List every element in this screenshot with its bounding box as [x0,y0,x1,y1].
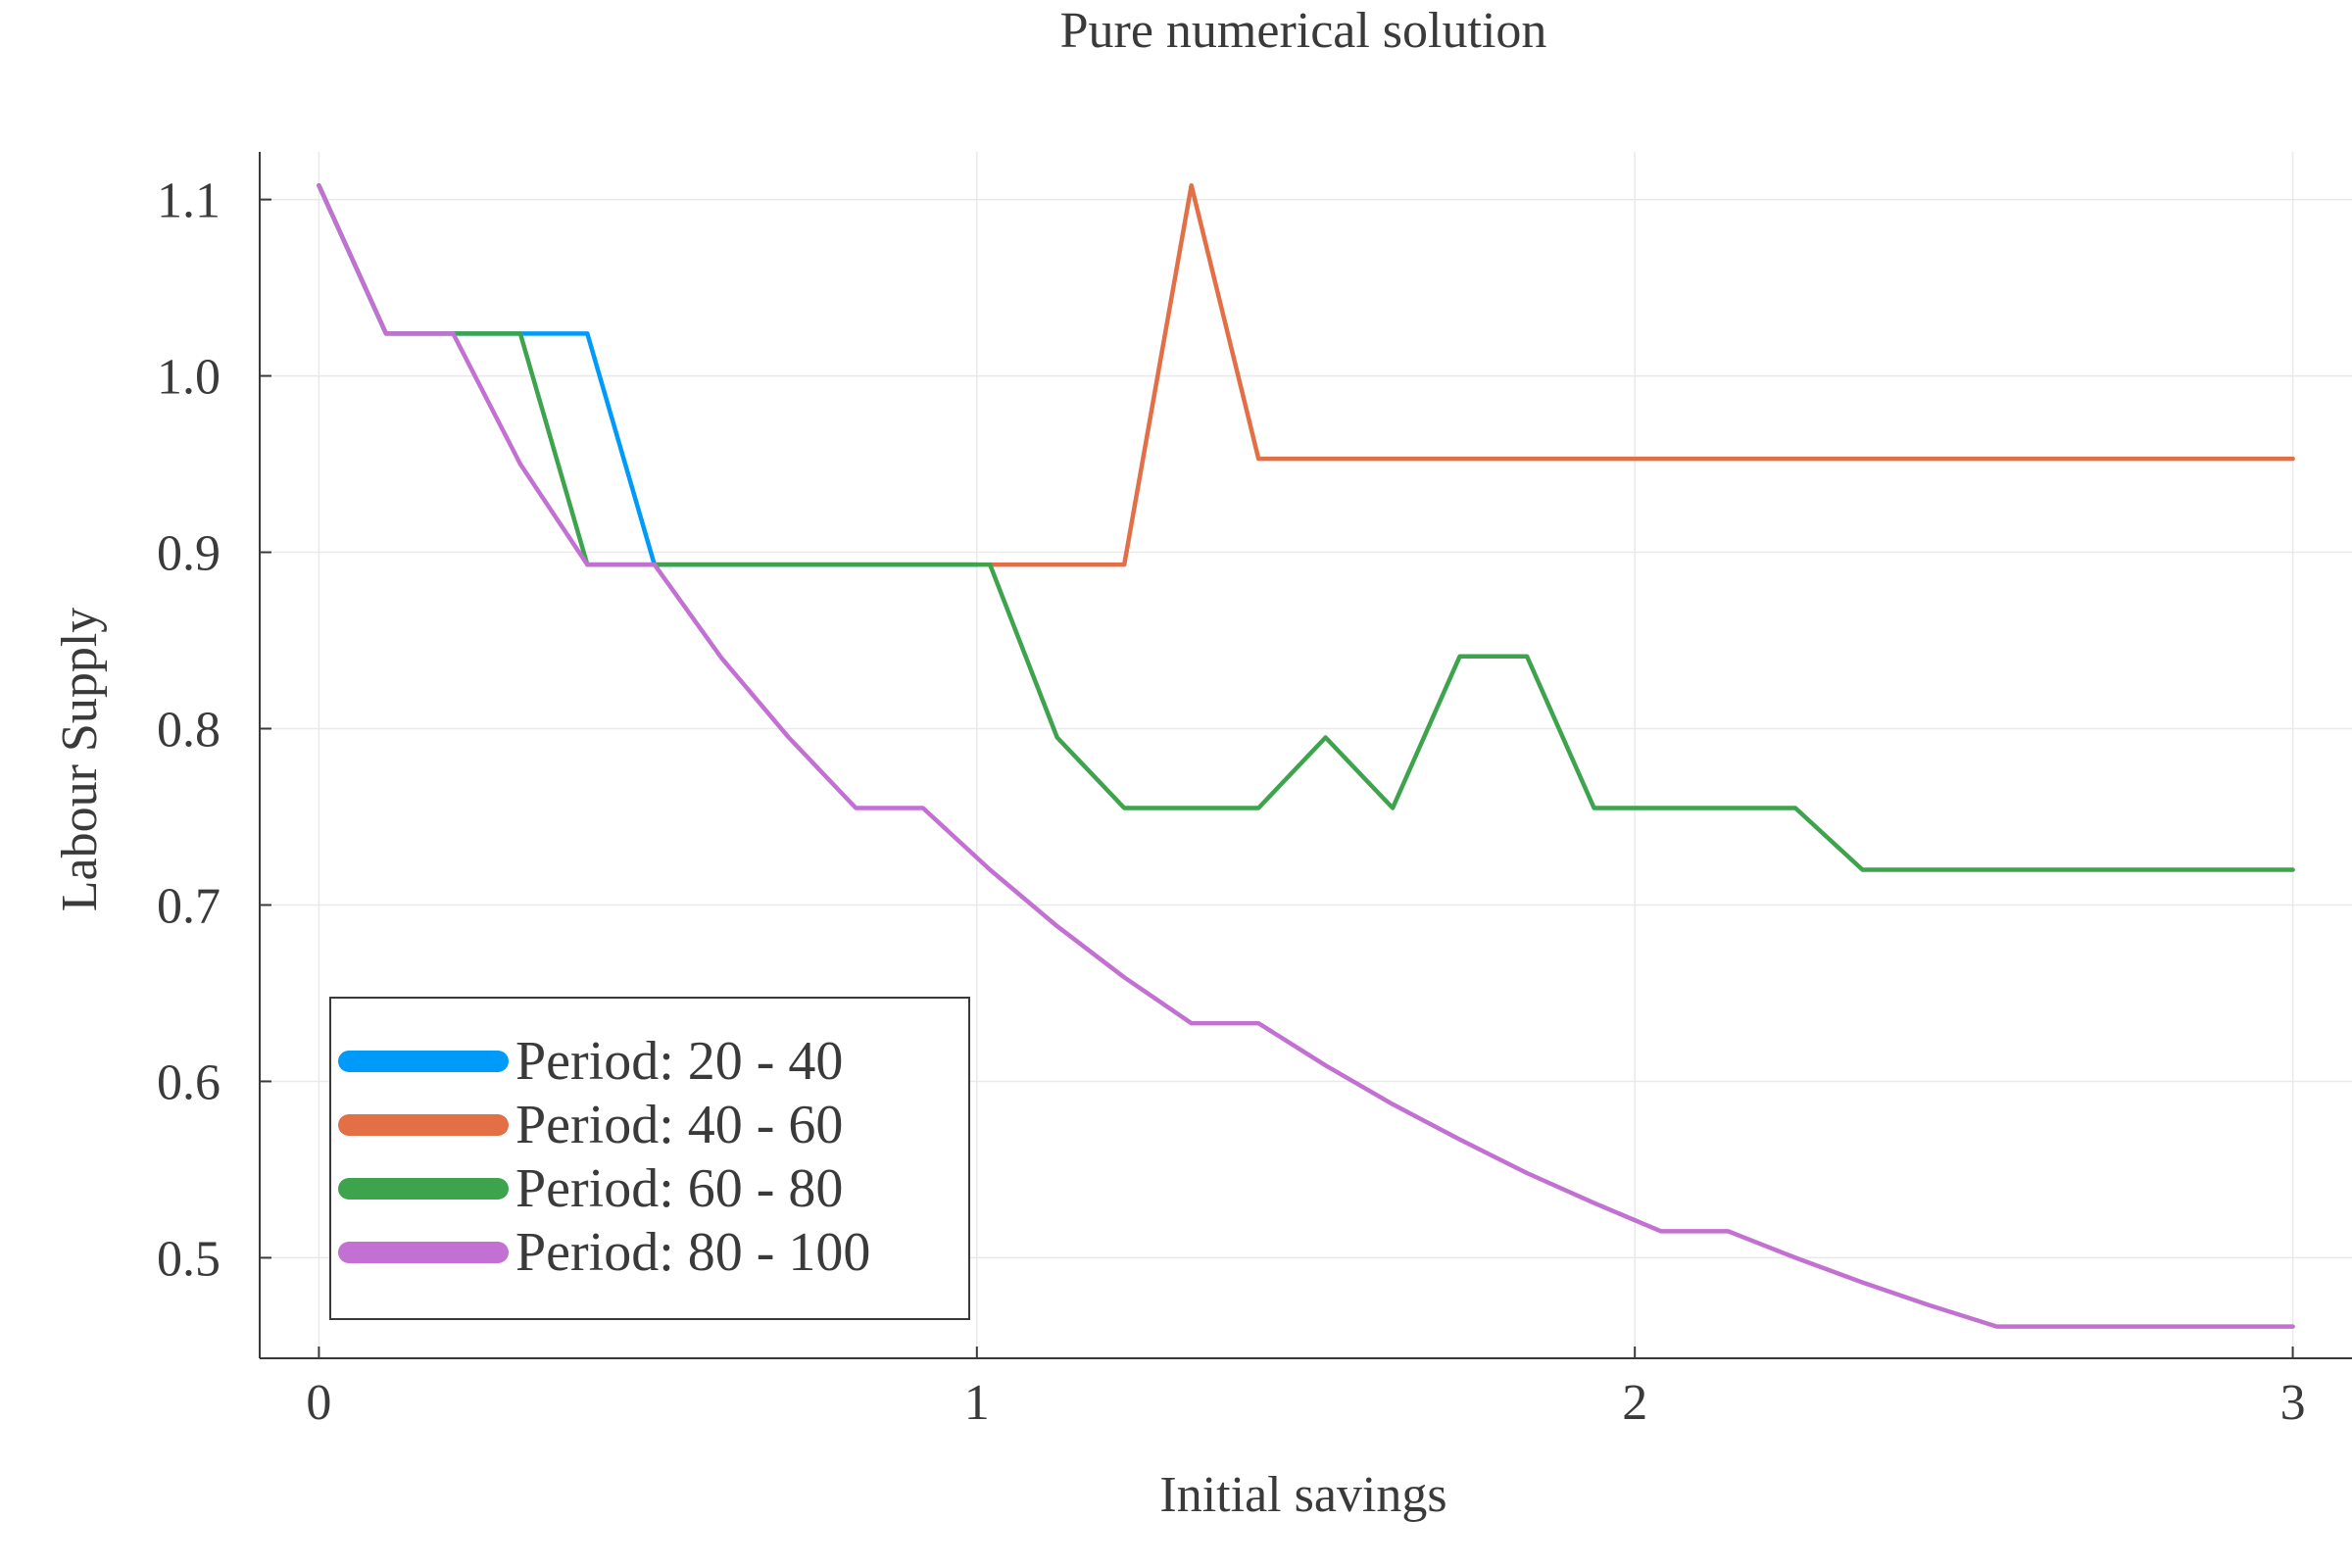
plot-lines [317,182,2295,1329]
y-tick-label: 0.8 [157,703,220,759]
x-tick-label: 0 [306,1375,331,1431]
y-tick-label: 0.6 [157,1054,220,1110]
ticks: 0 1 2 3 0.5 0.6 0.7 0.8 0.9 1.0 1.1 [157,173,2306,1431]
x-tick-label: 3 [2280,1375,2306,1431]
x-tick-label: 2 [1622,1375,1647,1431]
legend-label-3: Period: 60 - 80 [515,1158,843,1219]
series-line-2 [987,182,2295,567]
legend-label-1: Period: 20 - 40 [515,1031,843,1092]
y-tick-label: 1.1 [157,173,220,229]
chart-title: Pure numerical solution [1060,3,1547,59]
y-tick-label: 0.5 [157,1231,220,1287]
legend-label-4: Period: 80 - 100 [515,1222,870,1283]
legend-label-2: Period: 40 - 60 [515,1095,843,1155]
y-tick-label: 0.7 [157,878,220,934]
x-axis-label: Initial savings [1159,1467,1446,1523]
series-line-4 [317,182,2295,1329]
y-axis-label: Labour Supply [52,608,108,912]
x-tick-label: 1 [964,1375,990,1431]
y-tick-label: 0.9 [157,526,220,582]
y-tick-label: 1.0 [157,350,220,406]
series-line-3 [317,182,2295,872]
